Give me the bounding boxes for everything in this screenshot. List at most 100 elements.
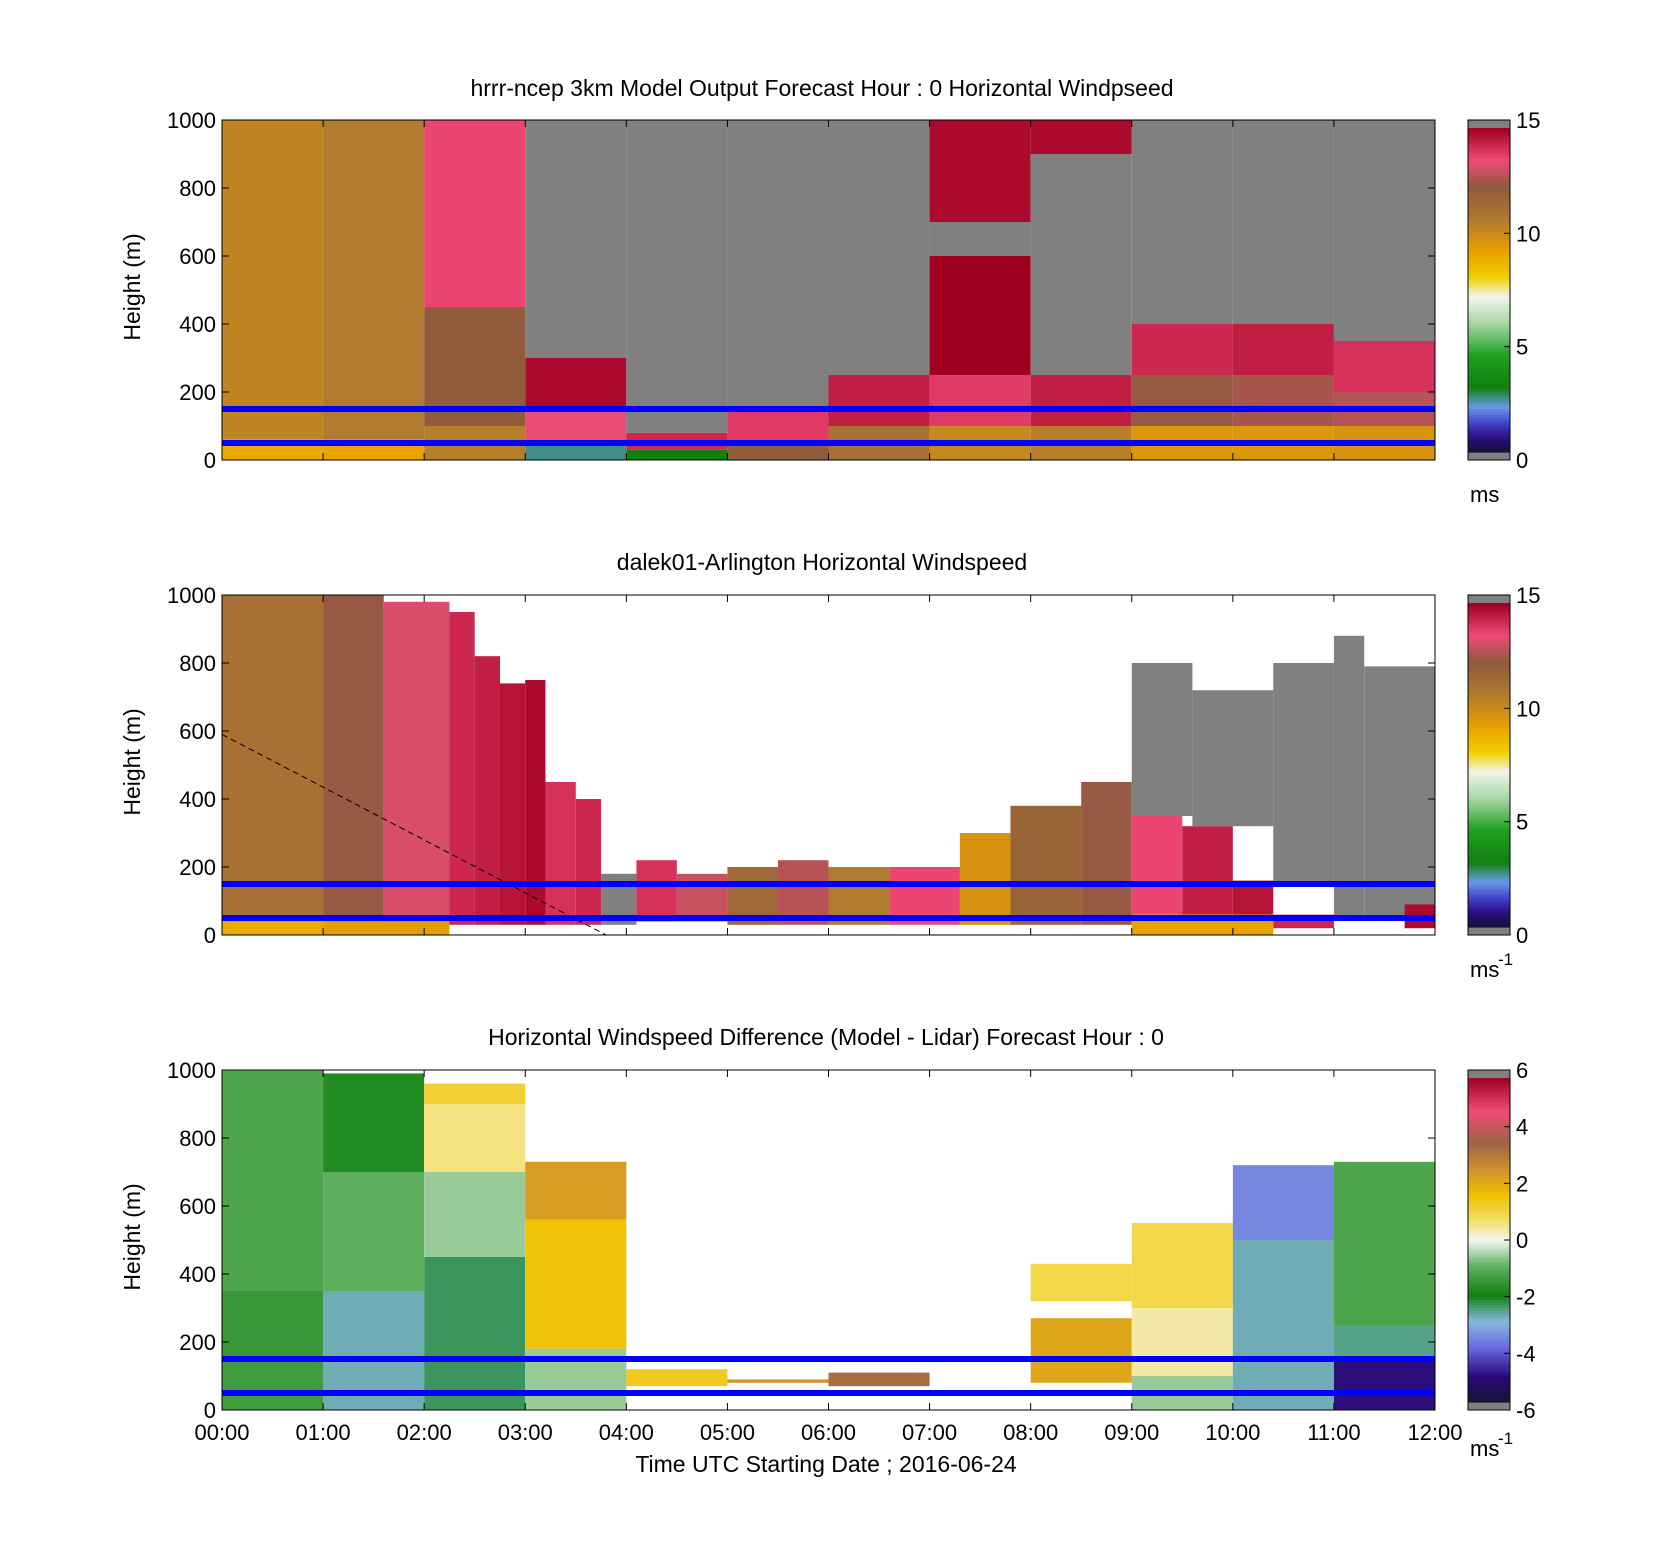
colorbar-segment (1468, 1221, 1510, 1225)
colorbar-segment (1468, 128, 1510, 132)
colorbar-tick-label: 10 (1516, 221, 1540, 246)
colorbar-segment (1468, 300, 1510, 305)
colorbar-segment (1468, 1159, 1510, 1163)
colorbar-segment (1468, 708, 1510, 712)
colorbar-segment (1468, 146, 1510, 151)
colorbar-unit-exponent: -1 (1498, 1429, 1513, 1448)
colorbar-segment (1468, 910, 1510, 915)
colorbar-segment (1468, 1275, 1510, 1279)
heatmap-cell (1232, 324, 1334, 375)
y-axis-label: Height (m) (119, 708, 145, 815)
colorbar-segment (1468, 276, 1510, 280)
colorbar-segment (1468, 1283, 1510, 1287)
x-tick-label: 05:00 (700, 1420, 755, 1445)
colorbar-segment (1468, 376, 1510, 380)
heatmap-cell (1232, 1165, 1334, 1240)
colorbar-segment (1468, 724, 1510, 728)
colorbar-segment (1468, 341, 1510, 345)
colorbar-segment (1468, 657, 1510, 661)
heatmap-cell (222, 1291, 324, 1359)
colorbar-segment (1468, 449, 1510, 453)
colorbar-unit-label: ms (1470, 1436, 1499, 1461)
colorbar-segment (1468, 837, 1510, 842)
colorbar-segment (1468, 203, 1510, 207)
colorbar-segment (1468, 1134, 1510, 1138)
colorbar-segment (1468, 1169, 1510, 1174)
y-tick-label: 400 (179, 787, 216, 812)
colorbar-segment (1468, 1264, 1510, 1268)
x-tick-label: 04:00 (599, 1420, 654, 1445)
colorbar-segment (1468, 675, 1510, 680)
colorbar-frame (1467, 119, 1511, 461)
colorbar-segment (1468, 344, 1510, 348)
colorbar-frame (1467, 594, 1511, 936)
colorbar-segment (1468, 813, 1510, 817)
colorbar-segment (1468, 1199, 1510, 1203)
heatmap-cell (1030, 120, 1132, 154)
colorbar-segment (1468, 292, 1510, 296)
colorbar-segment (1468, 808, 1510, 812)
difference-panel: Horizontal Windspeed Difference (Model -… (119, 1024, 1536, 1477)
colorbar-segment (1468, 1345, 1510, 1349)
colorbar-segment (1468, 886, 1510, 890)
colorbar-segment (1468, 1307, 1510, 1311)
heatmap-cell (929, 120, 1031, 222)
colorbar-segment (1468, 1396, 1510, 1400)
colorbar-segment (1468, 673, 1510, 677)
colorbar-segment (1468, 1177, 1510, 1182)
colorbar-segment (1468, 632, 1510, 636)
colorbar-segment (1468, 1258, 1510, 1263)
colorbar-segment (1468, 743, 1510, 747)
colorbar-under-cap (1468, 927, 1510, 935)
colorbar-segment (1468, 1080, 1510, 1084)
colorbar-segment (1468, 1118, 1510, 1122)
colorbar-segment (1468, 371, 1510, 375)
colorbar-segment (1468, 446, 1510, 450)
colorbar-segment (1468, 1350, 1510, 1354)
x-tick-label: 03:00 (498, 1420, 553, 1445)
colorbar-segment (1468, 665, 1510, 669)
colorbar-segment (1468, 157, 1510, 161)
colorbar-segment (1468, 705, 1510, 709)
colorbar-tick-label: 5 (1516, 810, 1528, 835)
colorbar-segment (1468, 918, 1510, 923)
heatmap-cell (525, 409, 627, 443)
colorbar-segment (1468, 1302, 1510, 1306)
colorbar-segment (1468, 1140, 1510, 1144)
colorbar-segment (1468, 1312, 1510, 1317)
colorbar-segment (1468, 365, 1510, 369)
x-tick-label: 02:00 (397, 1420, 452, 1445)
colorbar-segment (1468, 1164, 1510, 1168)
colorbar-segment (1468, 198, 1510, 202)
colorbar-segment (1468, 303, 1510, 307)
heatmap-cell (1030, 1318, 1132, 1383)
colorbar-segment (1468, 441, 1510, 445)
colorbar-segment (1468, 751, 1510, 755)
heatmap-cell (727, 409, 829, 443)
colorbar-segment (1468, 273, 1510, 278)
heatmap-cell (474, 656, 500, 925)
colorbar-segment (1468, 770, 1510, 774)
colorbar-segment (1468, 797, 1510, 801)
colorbar-segment (1468, 165, 1510, 170)
x-tick-label: 08:00 (1003, 1420, 1058, 1445)
colorbar-segment (1468, 327, 1510, 332)
heatmap-cell (626, 120, 728, 433)
colorbar-segment (1468, 133, 1510, 137)
colorbar-segment (1468, 864, 1510, 869)
colorbar-segment (1468, 1172, 1510, 1176)
colorbar-segment (1468, 173, 1510, 178)
colorbar-segment (1468, 1353, 1510, 1357)
colorbar-segment (1468, 443, 1510, 448)
x-tick-label: 07:00 (902, 1420, 957, 1445)
y-tick-label: 0 (204, 1398, 216, 1423)
colorbar-segment (1468, 1256, 1510, 1260)
colorbar-segment (1468, 317, 1510, 321)
colorbar-segment (1468, 786, 1510, 790)
colorbar-segment (1468, 427, 1510, 431)
colorbar-segment (1468, 805, 1510, 809)
colorbar-segment (1468, 233, 1510, 237)
colorbar-segment (1468, 1348, 1510, 1352)
colorbar-segment (1468, 646, 1510, 650)
colorbar-segment (1468, 678, 1510, 682)
